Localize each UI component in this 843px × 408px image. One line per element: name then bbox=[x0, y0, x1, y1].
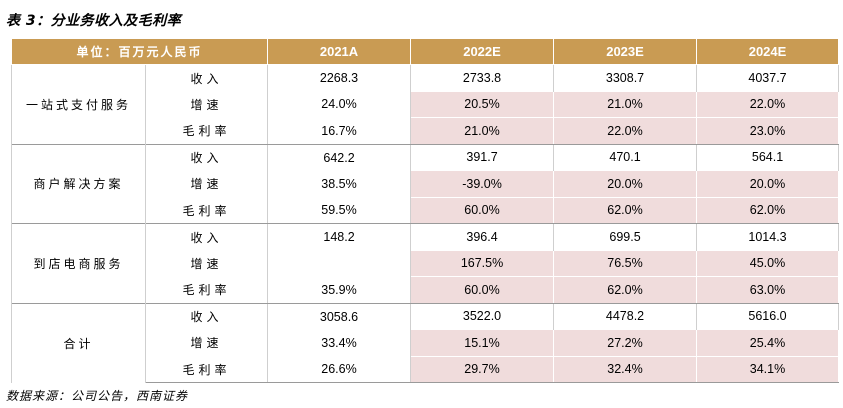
table-row: 增速 33.4% 15.1% 27.2% 25.4% bbox=[12, 329, 840, 357]
header-row: 单位：百万元人民币 2021A 2022E 2023E 2024E bbox=[10, 38, 840, 65]
value-cell: 60.0% bbox=[410, 196, 555, 224]
table-row: 毛利率 26.6% 29.7% 32.4% 34.1% bbox=[12, 355, 840, 383]
segment-name-cell: 商户解决方案 bbox=[11, 143, 146, 224]
unit-header: 单位：百万元人民币 bbox=[10, 38, 269, 65]
table-row: 到店电商服务 收入 148.2 396.4 699.5 1014.3 bbox=[11, 223, 840, 303]
value-cell: 4037.7 bbox=[696, 64, 840, 91]
source-note: 数据来源：公司公告，西南证券 bbox=[6, 389, 189, 403]
value-cell: 3058.6 bbox=[267, 302, 412, 330]
value-cell: 62.0% bbox=[553, 196, 698, 224]
value-cell: 38.5% bbox=[267, 170, 412, 197]
value-cell: 27.2% bbox=[553, 329, 698, 357]
metric-label-cell: 毛利率 bbox=[144, 117, 269, 145]
segment-name-cell: 合计 bbox=[11, 302, 146, 383]
value-cell: 24.0% bbox=[267, 91, 412, 118]
table-row: 毛利率 16.7% 21.0% 22.0% 23.0% bbox=[12, 117, 840, 145]
table-row: 商户解决方案 收入 642.2 391.7 470.1 564.1 bbox=[11, 143, 840, 224]
value-cell: 22.0% bbox=[696, 90, 840, 118]
value-cell: 2268.3 bbox=[267, 64, 412, 91]
year-header: 2022E bbox=[410, 38, 555, 65]
value-cell: 23.0% bbox=[696, 117, 840, 145]
value-cell: 25.4% bbox=[696, 329, 840, 357]
value-cell: 699.5 bbox=[553, 223, 698, 250]
value-cell: 22.0% bbox=[553, 117, 698, 145]
value-cell: 29.7% bbox=[410, 355, 555, 383]
value-cell: 35.9% bbox=[267, 276, 412, 304]
value-cell: 148.2 bbox=[267, 223, 412, 250]
year-header: 2023E bbox=[553, 38, 698, 65]
value-cell: 16.7% bbox=[267, 117, 412, 145]
value-cell: 20.0% bbox=[696, 170, 840, 198]
metric-label-cell: 增速 bbox=[144, 91, 269, 118]
value-cell: 62.0% bbox=[696, 196, 840, 224]
year-header: 2021A bbox=[267, 38, 412, 65]
segment-name-cell: 到店电商服务 bbox=[11, 223, 146, 303]
value-cell: 76.5% bbox=[553, 249, 698, 277]
value-cell: 167.5% bbox=[410, 249, 555, 277]
value-cell: 3522.0 bbox=[410, 302, 555, 330]
value-cell: 391.7 bbox=[410, 143, 555, 171]
value-cell: 21.0% bbox=[410, 117, 555, 145]
table-row: 增速 38.5% -39.0% 20.0% 20.0% bbox=[12, 170, 840, 198]
table-row: 增速 167.5% 76.5% 45.0% bbox=[12, 249, 840, 277]
value-cell: 21.0% bbox=[553, 90, 698, 118]
metric-label-cell: 毛利率 bbox=[144, 276, 269, 304]
value-cell: 396.4 bbox=[410, 223, 555, 250]
value-cell: 2733.8 bbox=[410, 64, 555, 91]
metric-label-cell: 增速 bbox=[144, 170, 269, 197]
value-cell: 1014.3 bbox=[696, 223, 840, 250]
value-cell: 34.1% bbox=[696, 355, 840, 383]
value-cell: 33.4% bbox=[267, 329, 412, 356]
value-cell: 470.1 bbox=[553, 143, 698, 171]
metric-label-cell: 收入 bbox=[144, 64, 269, 91]
value-cell: 63.0% bbox=[696, 276, 840, 304]
value-cell: 4478.2 bbox=[553, 302, 698, 330]
metric-label-cell: 收入 bbox=[144, 223, 269, 250]
table-row: 毛利率 59.5% 60.0% 62.0% 62.0% bbox=[12, 196, 840, 224]
value-cell: -39.0% bbox=[410, 170, 555, 198]
year-header: 2024E bbox=[696, 38, 840, 65]
value-cell: 3308.7 bbox=[553, 64, 698, 91]
value-cell: 5616.0 bbox=[696, 302, 840, 330]
table-row: 增速 24.0% 20.5% 21.0% 22.0% bbox=[12, 90, 840, 118]
value-cell: 20.0% bbox=[553, 170, 698, 198]
table-body: 一站式支付服务 收入 2268.3 2733.8 3308.7 4037.7 增速 24.0%… bbox=[11, 64, 840, 383]
metric-label-cell: 毛利率 bbox=[144, 197, 269, 224]
metric-label-cell: 毛利率 bbox=[144, 356, 269, 383]
segment-revenue-table: 单位：百万元人民币 2021A 2022E 2023E 2024E 一站式支付服… bbox=[10, 38, 840, 383]
metric-label-cell: 增速 bbox=[144, 329, 269, 356]
value-cell: 60.0% bbox=[410, 276, 555, 304]
segment-name-cell: 一站式支付服务 bbox=[11, 64, 146, 144]
value-cell: 642.2 bbox=[267, 143, 412, 171]
table-row: 毛利率 35.9% 60.0% 62.0% 63.0% bbox=[12, 276, 840, 304]
table-row: 合计 收入 3058.6 3522.0 4478.2 5616.0 bbox=[11, 302, 840, 383]
metric-label-cell: 收入 bbox=[144, 302, 269, 330]
value-cell bbox=[267, 250, 412, 277]
value-cell: 59.5% bbox=[267, 197, 412, 224]
value-cell: 564.1 bbox=[696, 143, 840, 171]
value-cell: 15.1% bbox=[410, 329, 555, 357]
value-cell: 45.0% bbox=[696, 249, 840, 277]
table-title: 表 3：分业务收入及毛利率 bbox=[6, 13, 182, 29]
value-cell: 26.6% bbox=[267, 356, 412, 383]
metric-label-cell: 收入 bbox=[144, 143, 269, 171]
table-row: 一站式支付服务 收入 2268.3 2733.8 3308.7 4037.7 bbox=[11, 64, 840, 144]
value-cell: 32.4% bbox=[553, 355, 698, 383]
value-cell: 20.5% bbox=[410, 90, 555, 118]
metric-label-cell: 增速 bbox=[144, 250, 269, 277]
value-cell: 62.0% bbox=[553, 276, 698, 304]
